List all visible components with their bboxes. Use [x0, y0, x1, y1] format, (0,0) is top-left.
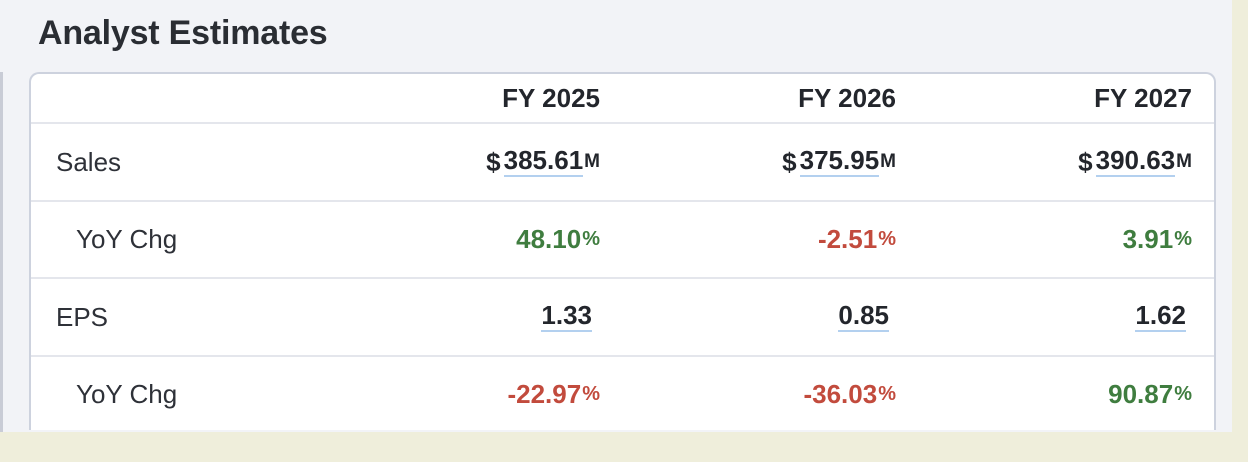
estimates-table: FY 2025 FY 2026 FY 2027 Sales $385.61 M $… — [29, 72, 1216, 430]
page-margin — [1232, 0, 1248, 432]
sales-value-fy2027[interactable]: $390.63 M — [1078, 144, 1192, 178]
sales-value-fy2026[interactable]: $375.95 M — [782, 144, 896, 178]
sales-value-fy2025[interactable]: $385.61 M — [486, 144, 600, 178]
sales-yoy-fy2026: -2.51% — [817, 224, 896, 254]
sales-yoy-fy2027: 3.91% — [1122, 224, 1192, 254]
adjacent-card-edge — [0, 72, 3, 432]
table-row-sales-yoy: YoY Chg 48.10% -2.51% 3.91% — [31, 202, 1214, 279]
table-row-eps-yoy: YoY Chg -22.97% -36.03% 90.87% — [31, 357, 1214, 430]
eps-cell-fy2026: 0.85 — [838, 279, 889, 355]
eps-value-fy2025[interactable]: 1.33 — [541, 301, 592, 333]
eps-yoy-fy2025: -22.97% — [507, 379, 600, 409]
eps-cell-fy2027: 1.62 — [1135, 279, 1186, 355]
column-header-fy2027: FY 2027 — [1094, 82, 1192, 113]
row-label-eps: EPS — [56, 301, 109, 332]
section-title: Analyst Estimates — [38, 14, 328, 52]
eps-cell-fy2025: 1.33 — [541, 279, 592, 355]
sales-yoy-fy2025: 48.10% — [516, 224, 600, 254]
eps-value-fy2026[interactable]: 0.85 — [838, 301, 889, 333]
table-header-row: FY 2025 FY 2026 FY 2027 — [31, 74, 1214, 124]
table-row-sales: Sales $385.61 M $375.95 M $390.63 M — [31, 124, 1214, 202]
eps-yoy-fy2027: 90.87% — [1108, 379, 1192, 409]
eps-value-fy2027[interactable]: 1.62 — [1135, 301, 1186, 333]
eps-yoy-fy2026: -36.03% — [803, 379, 896, 409]
analyst-estimates-panel: Analyst Estimates FY 2025 FY 2026 FY 202… — [0, 0, 1232, 432]
table-row-eps: EPS 1.33 0.85 1.62 — [31, 279, 1214, 357]
row-label-sales-yoy: YoY Chg — [76, 224, 178, 254]
column-header-fy2025: FY 2025 — [502, 82, 600, 113]
column-header-fy2026: FY 2026 — [798, 82, 896, 113]
row-label-sales: Sales — [56, 146, 122, 177]
row-label-eps-yoy: YoY Chg — [76, 379, 178, 409]
